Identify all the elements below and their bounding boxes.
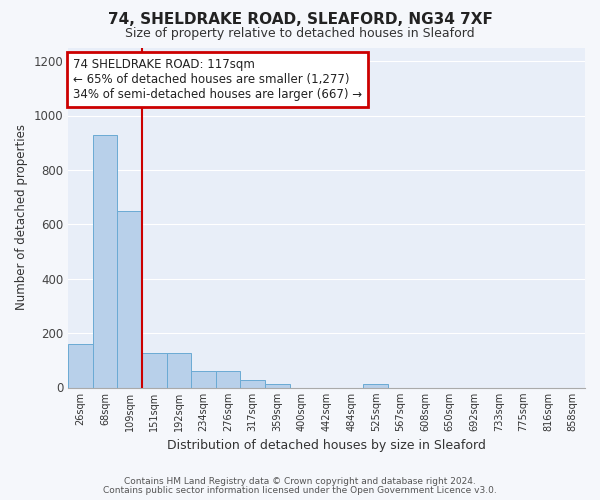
Bar (118, 210, 142, 388)
Y-axis label: Number of detached properties: Number of detached properties (15, 124, 28, 310)
Text: 74 SHELDRAKE ROAD: 117sqm
← 65% of detached houses are smaller (1,277)
34% of se: 74 SHELDRAKE ROAD: 117sqm ← 65% of detac… (73, 58, 362, 100)
Bar (265, 384, 290, 388)
Bar (93, 134, 118, 388)
Bar (241, 380, 265, 388)
Text: 74, SHELDRAKE ROAD, SLEAFORD, NG34 7XF: 74, SHELDRAKE ROAD, SLEAFORD, NG34 7XF (107, 12, 493, 28)
Bar (216, 370, 241, 388)
Text: Contains HM Land Registry data © Crown copyright and database right 2024.: Contains HM Land Registry data © Crown c… (124, 477, 476, 486)
X-axis label: Distribution of detached houses by size in Sleaford: Distribution of detached houses by size … (167, 440, 486, 452)
Text: Size of property relative to detached houses in Sleaford: Size of property relative to detached ho… (125, 28, 475, 40)
Bar (167, 353, 191, 388)
Text: Contains public sector information licensed under the Open Government Licence v3: Contains public sector information licen… (103, 486, 497, 495)
Bar (142, 353, 167, 388)
Bar (68, 344, 93, 388)
Bar (191, 370, 216, 388)
Bar (364, 384, 388, 388)
